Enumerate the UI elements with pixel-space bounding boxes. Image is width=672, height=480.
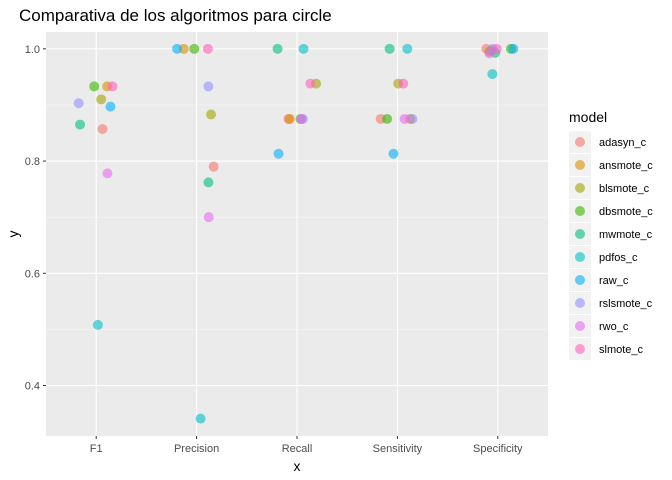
data-point — [97, 124, 108, 135]
legend-item: rwo_c — [569, 315, 629, 337]
y-tick-label: 0.4 — [25, 381, 40, 393]
data-point — [388, 148, 399, 159]
data-point — [203, 81, 214, 92]
y-tick-label: 1.0 — [25, 44, 40, 56]
data-point — [398, 78, 409, 89]
data-point — [203, 212, 214, 223]
x-tick-label: Recall — [282, 443, 313, 455]
legend-swatch — [575, 298, 585, 308]
data-point — [172, 43, 183, 54]
data-point — [382, 113, 393, 124]
major-gridlines — [46, 32, 548, 436]
data-point — [491, 43, 502, 54]
legend-swatch — [575, 206, 585, 216]
legend-swatch — [575, 137, 585, 147]
legend-item: adasyn_c — [569, 131, 647, 153]
data-point — [208, 161, 219, 172]
legend-item: rslsmote_c — [569, 292, 653, 314]
legend-swatch — [575, 344, 585, 354]
data-point — [105, 101, 116, 112]
legend-label: adasyn_c — [599, 137, 647, 149]
legend-item: blsmote_c — [569, 177, 650, 199]
data-points — [73, 43, 519, 424]
legend-swatch — [575, 275, 585, 285]
legend: model adasyn_c ansmote_c blsmote_c dbsmote_… — [569, 109, 653, 360]
data-point — [206, 109, 217, 120]
data-point — [107, 81, 118, 92]
legend-swatch — [575, 229, 585, 239]
legend-swatch — [575, 252, 585, 262]
legend-swatch — [575, 321, 585, 331]
legend-label: slmote_c — [599, 344, 644, 356]
legend-title: model — [569, 109, 607, 125]
data-point — [272, 43, 283, 54]
data-point — [273, 148, 284, 159]
x-tick-label: Specificity — [473, 443, 523, 455]
data-point — [399, 113, 410, 124]
data-point — [407, 113, 418, 124]
data-point — [189, 43, 200, 54]
data-point — [202, 43, 213, 54]
legend-item: raw_c — [569, 269, 629, 291]
data-point — [487, 69, 498, 80]
legend-label: raw_c — [599, 275, 629, 287]
legend-label: mwmote_c — [599, 229, 653, 241]
y-axis-title: y — [5, 231, 21, 238]
data-point — [203, 177, 214, 188]
legend-item: dbsmote_c — [569, 200, 653, 222]
legend-swatch — [575, 183, 585, 193]
data-point — [305, 78, 316, 89]
y-tick-label: 0.8 — [25, 156, 40, 168]
legend-swatch — [575, 160, 585, 170]
data-point — [73, 98, 84, 109]
legend-label: dbsmote_c — [599, 206, 653, 218]
x-tick-label: F1 — [90, 443, 103, 455]
legend-item: slmote_c — [569, 338, 644, 360]
x-tick-label: Precision — [174, 443, 219, 455]
data-point — [484, 48, 495, 59]
data-point — [195, 413, 206, 424]
data-point — [89, 81, 100, 92]
legend-item: mwmote_c — [569, 223, 653, 245]
chart-title: Comparativa de los algoritmos para circl… — [19, 6, 332, 25]
data-point — [75, 119, 86, 130]
data-point — [508, 43, 519, 54]
data-point — [384, 43, 395, 54]
x-axis-ticks: F1 Precision Recall Sensitivity Specificity — [90, 436, 523, 455]
legend-item: ansmote_c — [569, 154, 653, 176]
legend-label: blsmote_c — [599, 183, 650, 195]
x-axis-title: x — [294, 458, 301, 474]
legend-label: pdfos_c — [599, 252, 638, 264]
legend-label: rslsmote_c — [599, 298, 653, 310]
legend-items: adasyn_c ansmote_c blsmote_c dbsmote_cmwmot… — [569, 131, 653, 360]
legend-label: rwo_c — [599, 321, 629, 333]
data-point — [296, 113, 307, 124]
data-point — [298, 43, 309, 54]
legend-label: ansmote_c — [599, 160, 653, 172]
legend-item: pdfos_c — [569, 246, 638, 268]
data-point — [92, 319, 103, 330]
data-point — [284, 113, 295, 124]
data-point — [96, 94, 107, 105]
data-point — [402, 43, 413, 54]
y-tick-label: 0.6 — [25, 268, 40, 280]
x-tick-label: Sensitivity — [373, 443, 423, 455]
y-axis-ticks: 0.4 0.6 0.8 1.0 — [25, 44, 46, 393]
data-point — [102, 168, 113, 179]
